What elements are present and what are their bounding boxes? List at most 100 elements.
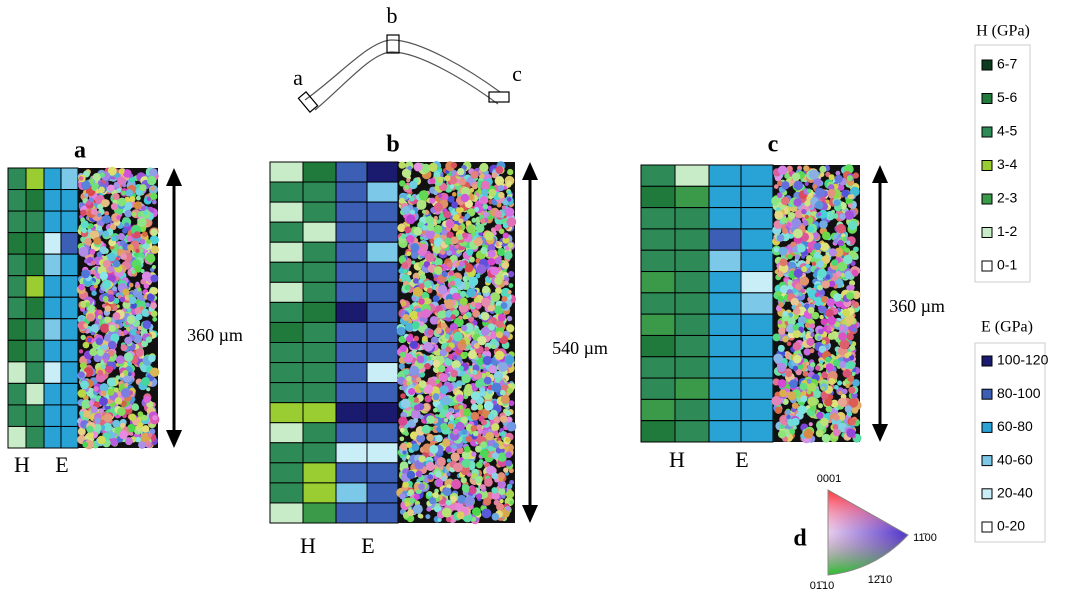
grain xyxy=(507,181,512,186)
grain xyxy=(143,320,152,329)
grain xyxy=(400,428,405,433)
grain xyxy=(129,196,135,202)
grain xyxy=(79,349,83,353)
grain xyxy=(405,285,411,291)
orientation-map xyxy=(77,167,160,450)
grain xyxy=(120,253,127,260)
grain xyxy=(778,320,782,324)
grain xyxy=(400,393,405,398)
map-cell xyxy=(303,282,336,302)
grain xyxy=(846,292,854,300)
grain xyxy=(107,184,114,191)
arrow-head xyxy=(872,424,888,442)
grain xyxy=(803,165,809,171)
grain xyxy=(81,270,90,279)
map-cell xyxy=(44,426,61,448)
grain xyxy=(829,174,835,180)
legend-swatch xyxy=(982,422,992,432)
grain xyxy=(807,390,812,395)
map-cell xyxy=(8,426,26,448)
map-cell xyxy=(675,399,709,420)
grain xyxy=(490,267,499,276)
grain xyxy=(480,449,489,458)
grain xyxy=(828,378,835,385)
grain xyxy=(398,268,403,273)
grain xyxy=(461,194,469,202)
map-cell xyxy=(303,343,336,363)
grain xyxy=(809,422,813,426)
grain xyxy=(480,387,485,392)
grain xyxy=(399,493,405,499)
grain xyxy=(484,478,493,487)
grain xyxy=(506,506,511,511)
grain xyxy=(509,500,513,504)
grain xyxy=(136,348,144,356)
legend-label: 60-80 xyxy=(997,418,1033,434)
grain xyxy=(410,209,415,214)
grain xyxy=(150,186,155,191)
legend-title: E (GPa) xyxy=(981,319,1033,336)
grain xyxy=(481,181,490,190)
map-cell xyxy=(270,443,303,463)
grain xyxy=(778,327,786,335)
map-cell xyxy=(675,421,709,442)
grain xyxy=(826,298,835,307)
grain xyxy=(406,215,415,224)
grain xyxy=(459,366,464,371)
map-cell xyxy=(61,190,78,212)
grain xyxy=(810,348,815,353)
map-cell xyxy=(61,319,78,341)
grain xyxy=(473,431,479,437)
grain xyxy=(793,342,802,351)
map-cell xyxy=(44,362,61,384)
grain xyxy=(836,171,841,176)
map-cell xyxy=(270,262,303,282)
arrow-head xyxy=(166,168,182,186)
map-cell xyxy=(709,165,741,186)
grain xyxy=(807,379,812,384)
grain xyxy=(411,443,419,451)
grain xyxy=(124,352,134,362)
map-cell xyxy=(641,421,675,442)
grain xyxy=(505,207,515,217)
legend-swatch xyxy=(982,389,992,399)
legend-swatch xyxy=(982,161,992,171)
grain xyxy=(789,379,798,388)
grain xyxy=(400,352,406,358)
grain xyxy=(827,326,832,331)
grain xyxy=(437,176,444,183)
grain xyxy=(466,436,473,443)
grain xyxy=(775,407,782,414)
grain xyxy=(89,348,97,356)
grain xyxy=(800,395,807,402)
grain xyxy=(507,388,513,394)
map-cell xyxy=(270,423,303,443)
grain xyxy=(412,297,416,301)
map-cell xyxy=(741,208,773,229)
grain xyxy=(399,180,405,186)
panel-label: c xyxy=(768,132,779,158)
figure: a b c 360 µmaHE540 µmbHE360 µmcHE d 0001… xyxy=(0,0,1067,594)
grain xyxy=(819,166,826,173)
grain xyxy=(774,247,780,253)
grain xyxy=(150,302,157,309)
grain xyxy=(146,254,155,263)
grain xyxy=(111,203,118,210)
legend-label: 0-20 xyxy=(997,518,1025,534)
grain xyxy=(99,397,108,406)
column-label: E xyxy=(361,533,374,558)
grain xyxy=(455,244,459,248)
hardness-map xyxy=(8,168,44,448)
grain xyxy=(505,355,515,365)
map-cell xyxy=(367,202,398,222)
grain xyxy=(807,226,814,233)
grain xyxy=(418,483,425,490)
map-cell xyxy=(709,335,741,356)
map-cell xyxy=(26,405,44,427)
grain xyxy=(475,476,482,483)
grain xyxy=(91,324,99,332)
grain xyxy=(101,364,106,369)
grain xyxy=(113,260,120,267)
grain xyxy=(847,351,852,356)
grain xyxy=(412,321,420,329)
